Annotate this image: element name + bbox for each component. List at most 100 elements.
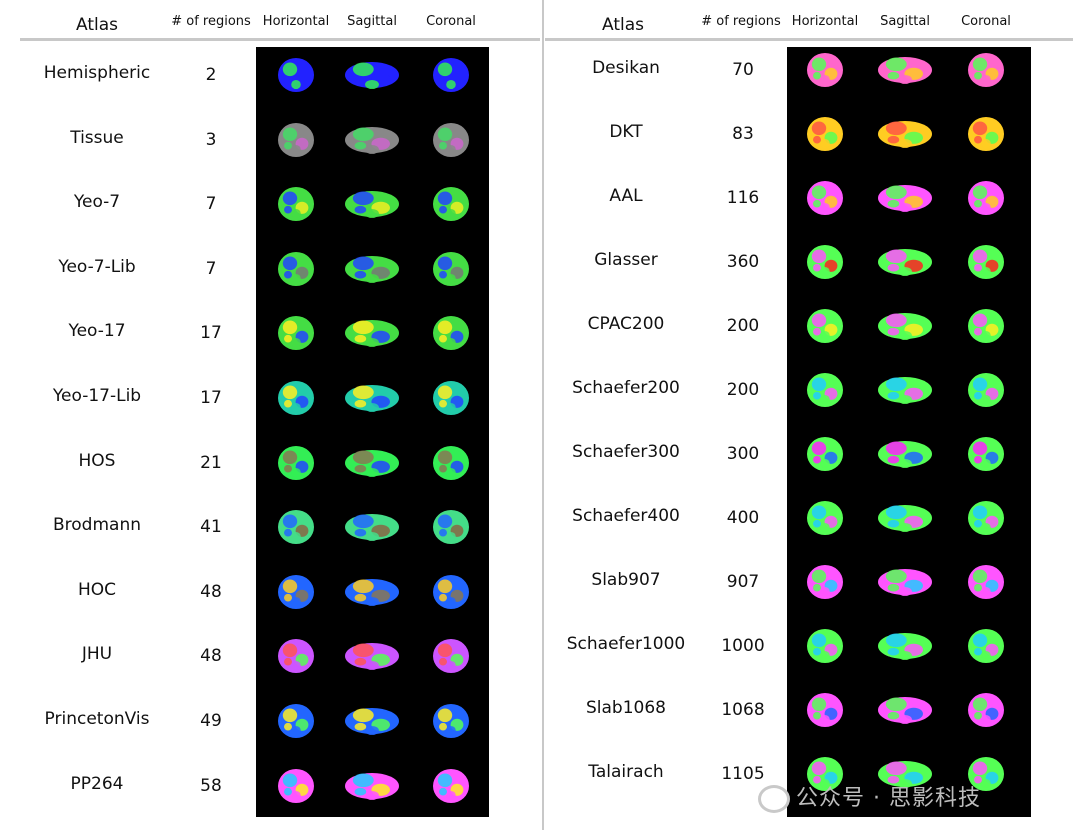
left-brain-coronal-view [431,250,471,292]
right-brain-coronal-view [966,499,1006,541]
right-header-coronal: Coronal [961,14,1011,29]
watermark-text: 公众号 · 思影科技 [796,786,981,811]
watermark: 公众号 · 思影科技 [758,780,981,813]
left-header-rule [20,38,540,41]
right-atlas-name: Talairach [588,762,664,782]
left-atlas-name: JHU [81,644,113,665]
left-brain-coronal-view [431,444,471,486]
left-atlas-name: Brodmann [53,515,141,536]
left-region-count: 48 [200,581,222,602]
right-brain-horizontal-view [805,179,845,221]
left-atlas-name: HOC [77,579,117,600]
right-brain-horizontal-view [805,371,845,413]
left-brain-sagittal-view [343,250,401,292]
right-brain-coronal-view [966,755,1006,797]
left-region-count: 2 [205,65,217,85]
right-brain-panel [787,47,1031,817]
right-brain-horizontal-view [805,499,845,541]
right-region-count: 200 [726,316,760,336]
left-brain-horizontal-view [276,56,316,98]
right-brain-sagittal-view [876,51,934,93]
left-atlas-name: Hemispheric [43,63,151,83]
left-region-count: 21 [200,452,222,473]
left-region-count: 48 [200,646,222,667]
right-header-rule [545,38,1073,41]
right-region-count: 400 [726,508,760,528]
right-region-count: 300 [726,444,760,464]
left-brain-horizontal-view [276,637,316,679]
right-brain-sagittal-view [876,307,934,349]
left-brain-sagittal-view [343,444,401,486]
left-brain-sagittal-view [343,314,401,356]
left-brain-sagittal-view [343,121,401,163]
left-region-count: 17 [200,323,222,344]
left-brain-horizontal-view [276,250,316,292]
right-region-count: 907 [726,572,760,592]
right-region-count: 1000 [721,636,765,656]
right-brain-sagittal-view [876,755,934,797]
right-region-count: 70 [732,60,754,80]
right-brain-horizontal-view [805,307,845,349]
left-brain-horizontal-view [276,444,316,486]
right-region-count: 116 [726,188,760,208]
left-brain-coronal-view [431,573,471,615]
left-brain-horizontal-view [276,185,316,227]
right-brain-coronal-view [966,179,1006,221]
left-atlas-name: Tissue [70,127,124,148]
left-header-sagittal: Sagittal [347,14,397,29]
right-brain-sagittal-view [876,435,934,477]
right-brain-coronal-view [966,307,1006,349]
right-atlas-name: Slab1068 [586,698,666,718]
right-atlas-name: Glasser [594,250,658,270]
left-brain-coronal-view [431,121,471,163]
right-brain-coronal-view [966,627,1006,669]
left-brain-coronal-view [431,379,471,421]
left-atlas-name: Yeo-7-Lib [58,256,136,277]
left-region-count: 41 [200,517,222,538]
left-brain-sagittal-view [343,702,401,744]
right-atlas-name: Slab907 [591,570,661,590]
left-brain-coronal-view [431,702,471,744]
right-brain-horizontal-view [805,51,845,93]
right-brain-coronal-view [966,691,1006,733]
left-header-atlas: Atlas [76,15,118,35]
right-brain-sagittal-view [876,499,934,541]
left-atlas-name: PrincetonVis [44,709,150,729]
right-brain-sagittal-view [876,691,934,733]
wechat-icon [758,785,790,813]
left-atlas-name: PP264 [70,773,124,794]
right-brain-coronal-view [966,115,1006,157]
right-atlas-name: CPAC200 [587,314,665,334]
left-brain-sagittal-view [343,767,401,809]
left-brain-coronal-view [431,508,471,550]
right-brain-coronal-view [966,51,1006,93]
right-brain-sagittal-view [876,563,934,605]
right-atlas-name: Schaefer300 [572,442,680,462]
right-header-horizontal: Horizontal [791,14,859,29]
right-brain-coronal-view [966,563,1006,605]
right-brain-sagittal-view [876,627,934,669]
left-brain-horizontal-view [276,379,316,421]
right-region-count: 200 [726,380,760,400]
left-atlas-name: Yeo-17-Lib [52,386,142,406]
left-brain-sagittal-view [343,379,401,421]
right-region-count: 1068 [721,700,765,720]
left-brain-panel [256,47,489,817]
left-brain-coronal-view [431,767,471,809]
left-header-coronal: Coronal [426,14,476,29]
right-brain-horizontal-view [805,243,845,285]
right-brain-coronal-view [966,243,1006,285]
right-brain-horizontal-view [805,115,845,157]
right-brain-sagittal-view [876,179,934,221]
right-brain-horizontal-view [805,563,845,605]
left-region-count: 49 [200,711,222,731]
right-atlas-name: Schaefer400 [572,506,680,526]
right-region-count: 360 [726,252,760,272]
right-brain-sagittal-view [876,115,934,157]
right-atlas-name: Desikan [592,58,660,78]
right-region-count: 1105 [721,764,765,784]
left-region-count: 3 [205,129,217,150]
right-brain-coronal-view [966,371,1006,413]
left-brain-horizontal-view [276,314,316,356]
left-brain-horizontal-view [276,702,316,744]
